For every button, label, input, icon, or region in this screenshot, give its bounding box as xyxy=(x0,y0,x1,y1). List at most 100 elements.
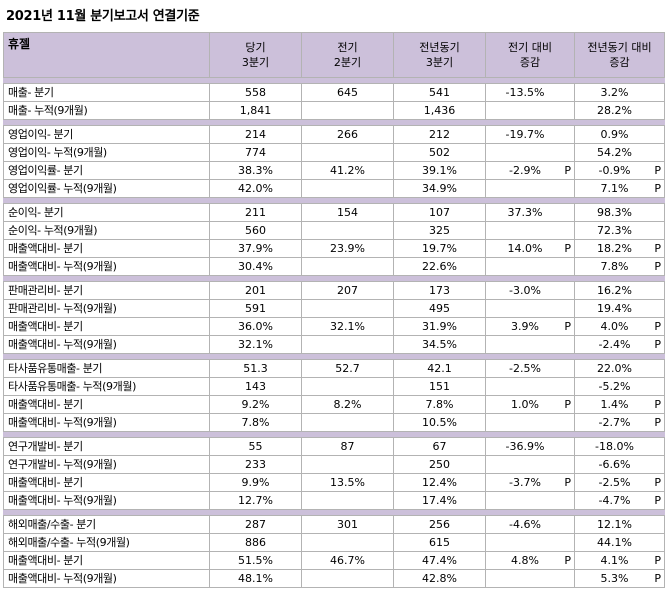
cell-current: 51.3 xyxy=(209,359,302,378)
cell-prior-year: 34.9% xyxy=(393,179,486,198)
change-value: 1.4% xyxy=(600,398,629,411)
table-row: 해외매출/수출- 누적(9개월) 886 615 44.1% xyxy=(3,533,665,552)
cell-current: 214 xyxy=(209,125,302,144)
cell-current: 51.5% xyxy=(209,551,302,570)
change-value: -2.9% xyxy=(509,164,541,177)
cell-current: 211 xyxy=(209,203,302,222)
row-label: 매출액대비- 분기 xyxy=(3,473,210,492)
cell-yoy-change: 12.1% xyxy=(574,515,665,534)
change-value: 12.1% xyxy=(597,518,632,531)
cell-current: 42.0% xyxy=(209,179,302,198)
cell-yoy-change: 98.3% xyxy=(574,203,665,222)
table-row: 영업이익- 누적(9개월) 774 502 54.2% xyxy=(3,143,665,162)
cell-qoq-change: 14.0% P xyxy=(485,239,575,258)
cell-prior-year: 39.1% xyxy=(393,161,486,180)
col-header-previous: 전기 2분기 xyxy=(301,32,394,78)
cell-previous xyxy=(301,299,394,318)
percent-point-marker xyxy=(651,361,661,377)
change-value: 37.3% xyxy=(507,206,543,219)
change-value: 4.8% xyxy=(511,554,539,567)
change-value: 16.2% xyxy=(597,284,632,297)
cell-prior-year: 107 xyxy=(393,203,486,222)
cell-qoq-change xyxy=(485,101,575,120)
cell-yoy-change: -2.5% P xyxy=(574,473,665,492)
cell-yoy-change: 18.2% P xyxy=(574,239,665,258)
table-row: 해외매출/수출- 분기 287 301 256 -4.6% 12.1% xyxy=(3,515,665,534)
row-label: 매출액대비- 누적(9개월) xyxy=(3,413,210,432)
cell-current: 560 xyxy=(209,221,302,240)
percent-point-marker: P xyxy=(564,242,571,255)
cell-current: 32.1% xyxy=(209,335,302,354)
cell-yoy-change: -5.2% xyxy=(574,377,665,396)
cell-yoy-change: 4.1% P xyxy=(574,551,665,570)
cell-previous xyxy=(301,143,394,162)
cell-yoy-change: -4.7% P xyxy=(574,491,665,510)
change-value: 18.2% xyxy=(597,242,632,255)
cell-yoy-change: 54.2% xyxy=(574,143,665,162)
cell-qoq-change: -3.7% P xyxy=(485,473,575,492)
cell-qoq-change: -2.9% P xyxy=(485,161,575,180)
cell-qoq-change: 3.9% P xyxy=(485,317,575,336)
change-value: -4.7% xyxy=(598,494,631,507)
cell-prior-year: 495 xyxy=(393,299,486,318)
cell-previous xyxy=(301,569,394,588)
cell-qoq-change xyxy=(485,455,575,474)
cell-previous: 154 xyxy=(301,203,394,222)
percent-point-marker xyxy=(651,205,661,221)
cell-qoq-change: -36.9% xyxy=(485,437,575,456)
table-row: 매출액대비- 누적(9개월) 12.7% 17.4% -4.7% P xyxy=(3,491,665,510)
percent-point-marker xyxy=(651,535,661,551)
cell-prior-year: 325 xyxy=(393,221,486,240)
percent-point-marker: P xyxy=(654,320,661,333)
cell-previous: 32.1% xyxy=(301,317,394,336)
cell-yoy-change: 7.8% P xyxy=(574,257,665,276)
change-value: -2.5% xyxy=(509,362,541,375)
cell-prior-year: 47.4% xyxy=(393,551,486,570)
cell-prior-year: 173 xyxy=(393,281,486,300)
row-label: 해외매출/수출- 분기 xyxy=(3,515,210,534)
percent-point-marker xyxy=(561,517,571,533)
cell-current: 12.7% xyxy=(209,491,302,510)
change-value: -2.4% xyxy=(598,338,631,351)
cell-qoq-change xyxy=(485,299,575,318)
cell-qoq-change: 37.3% xyxy=(485,203,575,222)
row-label: 순이익- 분기 xyxy=(3,203,210,222)
cell-current: 30.4% xyxy=(209,257,302,276)
percent-point-marker: P xyxy=(654,182,661,195)
change-value: 44.1% xyxy=(597,536,632,549)
table-row: 매출- 누적(9개월) 1,841 1,436 28.2% xyxy=(3,101,665,120)
cell-yoy-change: 1.4% P xyxy=(574,395,665,414)
percent-point-marker xyxy=(651,301,661,317)
cell-qoq-change: -3.0% xyxy=(485,281,575,300)
table-row: 타사품유통매출- 누적(9개월) 143 151 -5.2% xyxy=(3,377,665,396)
percent-point-marker: P xyxy=(654,338,661,351)
cell-prior-year: 42.8% xyxy=(393,569,486,588)
row-label: 연구개발비- 누적(9개월) xyxy=(3,455,210,474)
cell-prior-year: 256 xyxy=(393,515,486,534)
table-row: 연구개발비- 누적(9개월) 233 250 -6.6% xyxy=(3,455,665,474)
cell-previous xyxy=(301,101,394,120)
change-value: -2.5% xyxy=(598,476,631,489)
cell-prior-year: 67 xyxy=(393,437,486,456)
table-row: 영업이익률- 누적(9개월) 42.0% 34.9% 7.1% P xyxy=(3,179,665,198)
percent-point-marker: P xyxy=(654,260,661,273)
cell-qoq-change: -13.5% xyxy=(485,83,575,102)
change-value: 22.0% xyxy=(597,362,632,375)
cell-previous: 266 xyxy=(301,125,394,144)
financial-table: 휴젤 당기 3분기 전기 2분기 전년동기 3분기 전기 대비 증감 전년동기 대비 증감… xyxy=(3,32,665,588)
cell-current: 287 xyxy=(209,515,302,534)
cell-yoy-change: -18.0% xyxy=(574,437,665,456)
row-label: 매출액대비- 분기 xyxy=(3,395,210,414)
cell-prior-year: 541 xyxy=(393,83,486,102)
cell-current: 9.9% xyxy=(209,473,302,492)
percent-point-marker xyxy=(561,361,571,377)
change-value: 14.0% xyxy=(507,242,543,255)
table-body: 매출- 분기 558 645 541 -13.5% 3.2% 매출- 누적(9개월) 1,84… xyxy=(3,77,665,588)
percent-point-marker xyxy=(651,103,661,119)
change-value: 98.3% xyxy=(597,206,632,219)
row-label: 해외매출/수출- 누적(9개월) xyxy=(3,533,210,552)
percent-point-marker xyxy=(561,85,571,101)
cell-previous xyxy=(301,179,394,198)
cell-prior-year: 1,436 xyxy=(393,101,486,120)
cell-prior-year: 615 xyxy=(393,533,486,552)
